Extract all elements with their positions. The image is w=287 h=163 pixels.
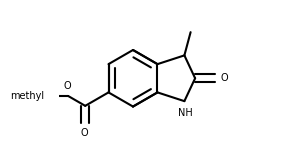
Text: NH: NH	[178, 108, 193, 119]
Text: O: O	[220, 73, 228, 83]
Text: O: O	[80, 128, 88, 138]
Text: O: O	[63, 81, 71, 91]
Text: methyl: methyl	[10, 91, 44, 101]
